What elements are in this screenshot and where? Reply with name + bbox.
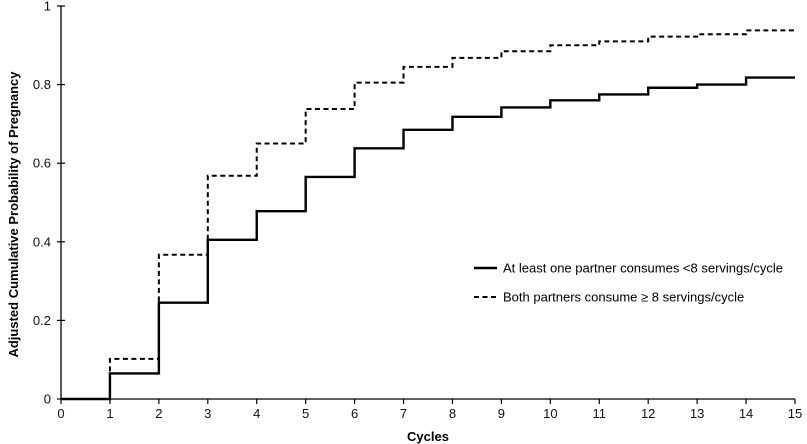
x-tick-label: 15 [788,406,802,421]
x-tick-label: 7 [400,406,407,421]
x-tick-label: 2 [155,406,162,421]
x-tick-label: 10 [543,406,557,421]
x-tick-label: 3 [204,406,211,421]
x-tick-label: 11 [593,406,607,421]
y-tick-label: 0 [44,392,51,407]
axes: 00.20.40.60.810 1 2 3 4 5 6 7 8 9 10 11 12 13 14 15 [33,0,802,421]
y-axis-title: Adjusted Cumulative Probability of Pregn… [6,71,21,358]
x-tick-label: 13 [690,406,704,421]
plot-area [61,29,795,401]
legend: At least one partner consumes <8 serving… [474,261,783,305]
x-tick-label: 8 [449,406,456,421]
y-tick-label: 0.6 [33,156,51,171]
y-tick-label: 0.4 [33,234,51,249]
x-tick-label: 1 [106,406,113,421]
series-line-2 [61,29,795,400]
x-axis-title: Cycles [407,429,449,444]
x-tick-label: 12 [641,406,655,421]
series-line-1 [61,76,795,401]
x-tick-label: 6 [351,406,358,421]
x-tick-label: 5 [302,406,309,421]
x-tick-label: 9 [498,406,505,421]
legend-label-2: Both partners consume ≥ 8 servings/cycle [503,290,744,305]
y-tick-label: 1 [44,0,51,14]
y-tick-label: 0.8 [33,77,51,92]
x-tick-label: 0 [57,406,64,421]
y-tick-label: 0.2 [33,313,51,328]
x-tick-label: 14 [739,406,753,421]
legend-label-1: At least one partner consumes <8 serving… [503,261,783,276]
x-tick-label: 4 [253,406,260,421]
